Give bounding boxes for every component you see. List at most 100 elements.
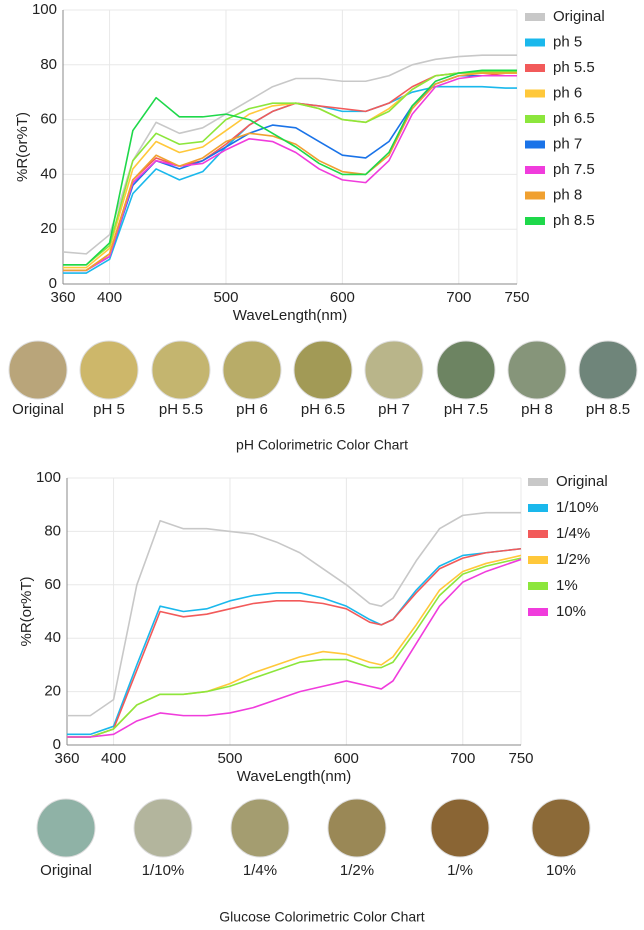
legend-label: Original xyxy=(556,473,608,490)
legend-label: ph 8 xyxy=(553,186,582,203)
legend-swatch xyxy=(528,608,548,616)
y-tick-label: 100 xyxy=(36,469,61,486)
legend-label: 1/10% xyxy=(556,499,599,516)
legend-swatch xyxy=(525,89,545,98)
legend-label: ph 7 xyxy=(553,135,582,152)
swatch-label: 10% xyxy=(546,862,576,879)
legend-swatch xyxy=(525,64,545,72)
x-tick-label: 750 xyxy=(504,289,529,306)
series-line xyxy=(63,69,517,266)
legend-label: ph 8.5 xyxy=(553,212,595,229)
swatch-label: 1/4% xyxy=(243,862,277,879)
legend-swatch xyxy=(528,504,548,512)
x-tick-label: 360 xyxy=(54,750,79,767)
swatch-label: 1/2% xyxy=(340,862,374,879)
series-line xyxy=(63,72,517,269)
y-tick-label: 60 xyxy=(40,111,57,128)
swatch-label: Original xyxy=(12,401,64,418)
swatch-label: pH 5.5 xyxy=(159,401,203,418)
series-line xyxy=(67,511,521,717)
y-tick-label: 80 xyxy=(44,522,61,539)
swatch-label: pH 7 xyxy=(378,401,410,418)
series-line xyxy=(63,70,517,266)
color-swatch xyxy=(230,798,290,858)
swatch-label: pH 6.5 xyxy=(301,401,345,418)
x-tick-label: 700 xyxy=(446,289,471,306)
legend-label: ph 6 xyxy=(553,84,582,101)
legend-label: ph 5 xyxy=(553,33,582,50)
legend-swatch xyxy=(525,140,545,149)
color-swatch xyxy=(436,340,496,400)
color-swatch xyxy=(327,798,387,858)
x-tick-label: 500 xyxy=(217,750,242,767)
legend-label: Original xyxy=(553,8,605,25)
swatch-label: pH 8 xyxy=(521,401,553,418)
y-tick-label: 80 xyxy=(40,56,57,73)
swatch-label: Original xyxy=(40,862,92,879)
y-axis-title: %R(or%T) xyxy=(14,112,31,182)
color-swatch xyxy=(531,798,591,858)
color-swatch xyxy=(151,340,211,400)
legend-label: ph 5.5 xyxy=(553,59,595,76)
color-swatch xyxy=(430,798,490,858)
color-swatch xyxy=(133,798,193,858)
series-line xyxy=(67,557,522,738)
color-swatch xyxy=(578,340,638,400)
legend-swatch xyxy=(528,556,548,564)
x-tick-label: 750 xyxy=(508,750,533,767)
legend-swatch xyxy=(528,530,548,538)
color-swatch xyxy=(293,340,353,400)
legend-label: ph 7.5 xyxy=(553,161,595,178)
legend-swatch xyxy=(525,38,545,47)
x-tick-label: 360 xyxy=(50,289,75,306)
color-swatch xyxy=(364,340,424,400)
y-tick-label: 0 xyxy=(53,736,61,753)
series-line xyxy=(62,54,517,255)
color-swatch xyxy=(8,340,68,400)
y-tick-label: 100 xyxy=(32,1,57,18)
color-swatch xyxy=(79,340,139,400)
x-tick-label: 700 xyxy=(450,750,475,767)
y-tick-label: 40 xyxy=(44,629,61,646)
legend-label: 1/2% xyxy=(556,551,590,568)
color-swatch xyxy=(507,340,567,400)
x-tick-label: 400 xyxy=(97,289,122,306)
color-swatch xyxy=(36,798,96,858)
x-axis-title: WaveLength(nm) xyxy=(237,768,352,785)
legend-swatch xyxy=(525,13,545,21)
row-caption: pH Colorimetric Color Chart xyxy=(236,437,408,453)
swatch-label: pH 5 xyxy=(93,401,125,418)
swatch-label: pH 7.5 xyxy=(444,401,488,418)
swatch-label: 1/10% xyxy=(142,862,185,879)
series-line xyxy=(63,72,517,272)
x-tick-label: 500 xyxy=(213,289,238,306)
legend-swatch xyxy=(528,478,548,486)
series-line xyxy=(63,85,517,274)
y-tick-label: 20 xyxy=(44,683,61,700)
x-tick-label: 600 xyxy=(330,289,355,306)
legend-swatch xyxy=(525,191,545,200)
series-line xyxy=(67,547,522,736)
y-tick-label: 0 xyxy=(49,275,57,292)
series-line xyxy=(63,74,517,272)
row-caption: Glucose Colorimetric Color Chart xyxy=(219,909,425,925)
swatch-label: pH 6 xyxy=(236,401,268,418)
y-tick-label: 20 xyxy=(40,220,57,237)
legend-swatch xyxy=(528,582,548,590)
y-axis-title: %R(or%T) xyxy=(18,576,35,646)
x-axis-title: WaveLength(nm) xyxy=(233,307,348,324)
legend-label: 1% xyxy=(556,577,578,594)
y-tick-label: 40 xyxy=(40,165,57,182)
legend-swatch xyxy=(525,217,545,225)
series-line xyxy=(67,547,522,738)
series-line xyxy=(67,558,522,738)
swatch-label: pH 8.5 xyxy=(586,401,630,418)
legend-label: ph 6.5 xyxy=(553,110,595,127)
legend-swatch xyxy=(525,166,545,174)
legend-label: 1/4% xyxy=(556,525,590,542)
x-tick-label: 400 xyxy=(101,750,126,767)
y-tick-label: 60 xyxy=(44,576,61,593)
legend-label: 10% xyxy=(556,603,586,620)
swatch-label: 1/% xyxy=(447,862,473,879)
